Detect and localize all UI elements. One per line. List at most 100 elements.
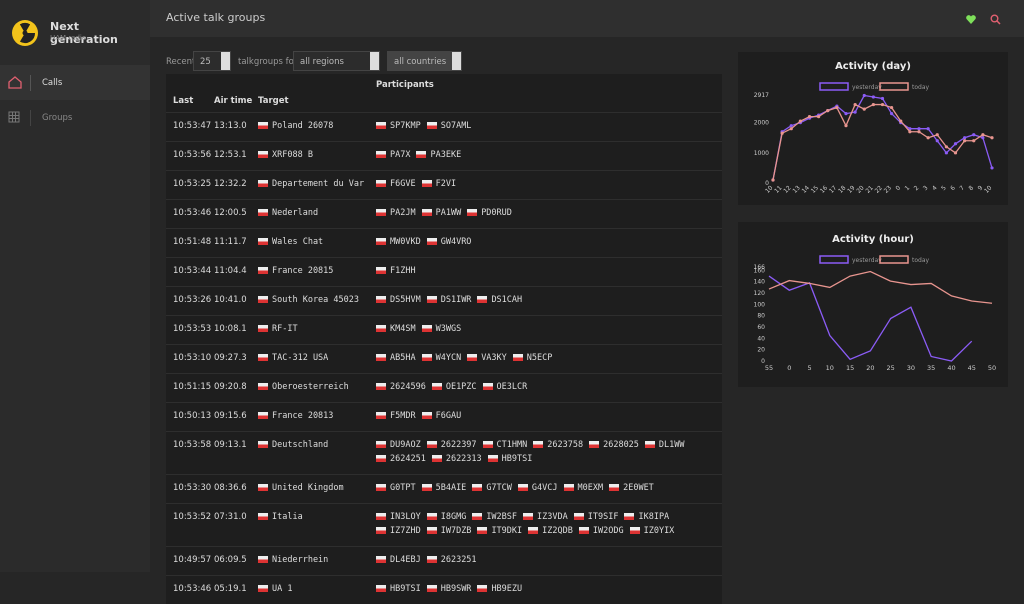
callsign: HB9EZU	[491, 584, 523, 594]
header: Active talk groups	[150, 0, 1024, 37]
x-tick-label: 13	[791, 184, 801, 194]
x-tick-label: 20	[855, 184, 865, 194]
legend-label: today	[912, 84, 930, 91]
flag	[376, 412, 386, 419]
nav-calls[interactable]: Calls	[0, 65, 150, 100]
callsign: IZ0YIX	[643, 526, 675, 536]
flag	[426, 122, 437, 129]
callsign: 2623251	[440, 555, 477, 565]
flag	[376, 209, 386, 216]
talkgroup-table: Last Air time Target Participants 10:53:…	[166, 74, 722, 604]
point	[908, 127, 912, 131]
flag	[431, 383, 442, 390]
search-icon[interactable]	[990, 14, 1001, 25]
legend-swatch	[879, 82, 909, 91]
count-select[interactable]: 25	[193, 51, 231, 71]
app-title: Next generation	[50, 20, 118, 46]
x-tick-label: 15	[810, 184, 820, 194]
callsign: 2624596	[390, 382, 426, 392]
flag	[376, 180, 386, 187]
target-name: France 20815	[272, 266, 334, 276]
x-tick-label: 20	[866, 364, 874, 372]
callsign: PA7X	[390, 150, 411, 160]
callsign: PA2JM	[390, 208, 416, 218]
flag	[421, 325, 432, 332]
x-tick-label: 5	[940, 184, 948, 192]
participant: DL1WW	[644, 438, 685, 452]
callsign: IN3LOY	[390, 512, 421, 522]
participants: KM4SM W3WGS	[376, 322, 716, 336]
point	[963, 139, 967, 143]
table-row: 10:53:25 12:32.2 Departement du Var F6GVE F2…	[166, 170, 722, 199]
point	[908, 130, 912, 134]
table-row: 10:53:46 12:00.5 Nederland PA2JM PA1WW PD0RUD	[166, 199, 722, 228]
chart: Activity (hour)0204060801001201401601665…	[754, 234, 997, 372]
flag	[258, 441, 268, 448]
callsign: M0EXM	[577, 483, 604, 493]
country-select[interactable]: all countries	[387, 51, 462, 71]
point	[899, 119, 903, 123]
x-tick-label: 12	[782, 184, 792, 194]
flag	[426, 441, 437, 448]
participant: 2E0WET	[609, 481, 654, 495]
y-tick-label: 40	[757, 335, 765, 342]
x-tick-label: 55	[765, 364, 773, 372]
target: Oberoesterreich	[258, 382, 376, 394]
participant: DS5HVM	[376, 293, 421, 307]
nav-groups[interactable]: Groups	[0, 100, 150, 135]
participant: DS1CAH	[477, 293, 522, 307]
callsign: 2E0WET	[623, 483, 654, 493]
last-time: 10:51:48	[173, 237, 212, 247]
participant: 2622313	[431, 452, 482, 466]
flag	[376, 513, 386, 520]
callsign: IK8IPA	[638, 512, 670, 522]
participant: 2623758	[533, 438, 583, 452]
last-time: 10:53:53	[173, 324, 212, 334]
target-name: RF-IT	[272, 324, 298, 334]
point	[926, 136, 930, 140]
x-tick-label: 15	[846, 364, 854, 372]
callsign: N5ECP	[526, 353, 553, 363]
point	[862, 107, 866, 111]
callsign: PD0RUD	[481, 208, 512, 218]
flag	[376, 122, 386, 129]
last-time: 10:53:30	[173, 483, 212, 493]
point	[871, 95, 875, 99]
target-name: Departement du Var	[272, 179, 365, 189]
y-tick-label: 140	[754, 279, 766, 286]
region-select[interactable]: all regions	[293, 51, 380, 71]
x-tick-label: 10	[764, 184, 774, 194]
callsign: KM4SM	[390, 324, 416, 334]
callsign: IW2BSF	[486, 512, 518, 522]
filter-label: talkgroups for	[238, 57, 298, 67]
participants: F5MDR F6GAU	[376, 409, 716, 423]
flag	[426, 513, 437, 520]
point	[935, 133, 939, 137]
chart: Activity (day)01000200029171011121314151…	[754, 61, 994, 195]
point	[853, 102, 857, 107]
x-tick-label: 4	[931, 184, 939, 192]
participants: HB9TSI HB9SWR HB9EZU	[376, 582, 716, 596]
participant: IN3LOY	[376, 510, 421, 524]
callsign: OE3LCR	[496, 382, 528, 392]
x-tick-label: 9	[977, 184, 985, 192]
last-time: 10:53:47	[173, 121, 212, 131]
air-time: 09:20.8	[214, 382, 247, 392]
flag	[578, 527, 589, 534]
callsign: HB9SWR	[440, 584, 472, 594]
target: XRF088 B	[258, 150, 376, 162]
participant: 2622397	[426, 438, 477, 452]
flag	[528, 527, 539, 534]
callsign: 2622313	[445, 454, 482, 464]
flag	[421, 354, 432, 361]
participant: VA3KY	[467, 351, 507, 365]
callsign: 2623758	[547, 440, 584, 450]
callsign: I8GMG	[440, 512, 467, 522]
heart-icon[interactable]	[966, 15, 976, 24]
flag	[258, 209, 268, 216]
flag	[573, 513, 584, 520]
point	[926, 127, 930, 131]
chart-title: Activity (day)	[835, 61, 911, 72]
x-tick-label: 25	[886, 364, 894, 372]
y-tick-label: 20	[757, 347, 765, 354]
